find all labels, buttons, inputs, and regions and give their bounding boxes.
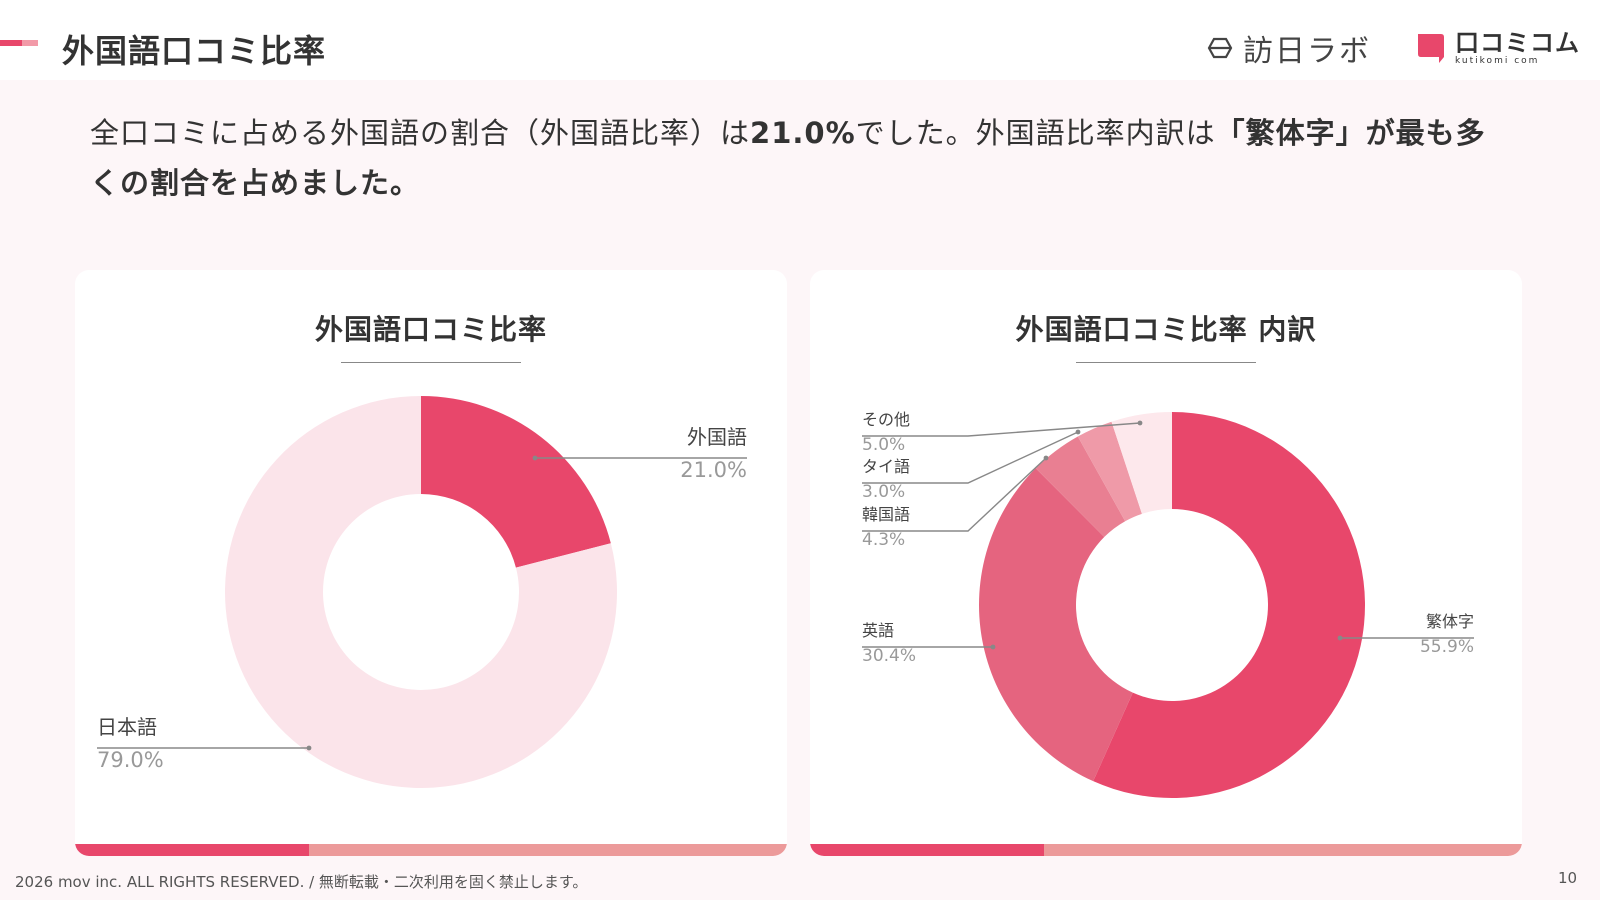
lead-text: 全口コミに占める外国語の割合（外国語比率）は21.0%でした。外国語比率内訳は「… xyxy=(90,108,1510,208)
houjin-lab-logo: 訪日ラボ xyxy=(1205,28,1371,69)
value-label-1: 79.0% xyxy=(97,748,164,772)
leader-dot-0 xyxy=(1337,635,1343,641)
donut-slice-1 xyxy=(978,468,1133,782)
category-label-0: 繁体字 xyxy=(1426,612,1474,631)
donut-slice-0 xyxy=(1093,412,1365,798)
card-title-underline xyxy=(341,362,521,363)
houjin-lab-logo-icon xyxy=(1207,37,1233,59)
value-label-4: 5.0% xyxy=(862,435,905,455)
foreign-breakdown-card: 外国語口コミ比率 内訳 繁体字 55.9% 英語 30.4% 韓国語 4.3% タイ語 3.0… xyxy=(810,270,1522,856)
foreign-breakdown-donut-chart: 繁体字 55.9% 英語 30.4% 韓国語 4.3% タイ語 3.0% その他 5.0% xyxy=(862,410,1474,798)
value-label-3: 3.0% xyxy=(862,482,905,502)
lead-highlight-ratio: 21.0% xyxy=(750,116,856,150)
leader-line-2 xyxy=(862,457,1047,532)
footer-copyright: 2026 mov inc. ALL RIGHTS RESERVED. / 無断転… xyxy=(15,873,588,891)
donut-slice-3 xyxy=(1077,421,1142,522)
value-label-0: 21.0% xyxy=(680,458,747,482)
donut-slice-4 xyxy=(1111,412,1172,514)
leader-dot-1 xyxy=(990,644,996,650)
page-title: 外国語口コミ比率 xyxy=(62,32,327,70)
category-label-4: その他 xyxy=(862,410,910,429)
category-label-1: 日本語 xyxy=(97,715,157,739)
category-label-2: 韓国語 xyxy=(862,505,910,524)
foreign-breakdown-card-title: 外国語口コミ比率 内訳 xyxy=(1015,313,1317,346)
lead-part1: 全口コミに占める外国語の割合（外国語比率）は xyxy=(90,116,751,150)
foreign-ratio-card-title: 外国語口コミ比率 xyxy=(314,313,547,346)
leader-dot-2 xyxy=(1043,455,1049,461)
lead-part2: でした。外国語比率内訳は xyxy=(855,116,1216,150)
leader-line-3 xyxy=(862,431,1079,484)
donut-slice-1 xyxy=(224,396,618,788)
value-label-1: 30.4% xyxy=(862,646,916,666)
value-label-2: 4.3% xyxy=(862,530,905,550)
foreign-ratio-card: 外国語口コミ比率 外国語 21.0% 日本語 79.0% xyxy=(75,270,787,856)
page-number: 10 xyxy=(1558,869,1578,887)
value-label-0: 55.9% xyxy=(1420,637,1474,657)
leader-line-4 xyxy=(862,422,1141,437)
card-footer-bar xyxy=(75,844,787,856)
header-accent-bar xyxy=(0,40,38,46)
leader-dot-0 xyxy=(532,455,538,461)
leader-dot-4 xyxy=(1137,420,1143,426)
leader-dot-3 xyxy=(1075,429,1081,435)
kutikomi-logo-text: 口コミコム xyxy=(1455,28,1580,57)
leader-dot-1 xyxy=(306,745,312,751)
donut-slice-0 xyxy=(421,396,611,568)
kutikomi-logo-icon xyxy=(1418,34,1444,63)
houjin-lab-logo-text: 訪日ラボ xyxy=(1243,34,1371,69)
foreign-ratio-donut-chart: 外国語 21.0% 日本語 79.0% xyxy=(97,396,747,788)
category-label-3: タイ語 xyxy=(862,457,910,476)
card-title-underline xyxy=(1076,362,1256,363)
category-label-1: 英語 xyxy=(862,621,894,640)
kutikomi-logo: 口コミコム kutikomi com xyxy=(1415,28,1580,68)
header: 外国語口コミ比率 訪日ラボ 口コミコム kutikomi com xyxy=(0,0,1600,80)
card-footer-bar xyxy=(810,844,1522,856)
category-label-0: 外国語 xyxy=(687,425,747,449)
lead-highlight-top: 「繁体字」が最も多くの割合を占めました。 xyxy=(90,116,1486,200)
kutikomi-logo-subtext: kutikomi com xyxy=(1455,55,1540,66)
donut-slice-2 xyxy=(1035,436,1126,538)
